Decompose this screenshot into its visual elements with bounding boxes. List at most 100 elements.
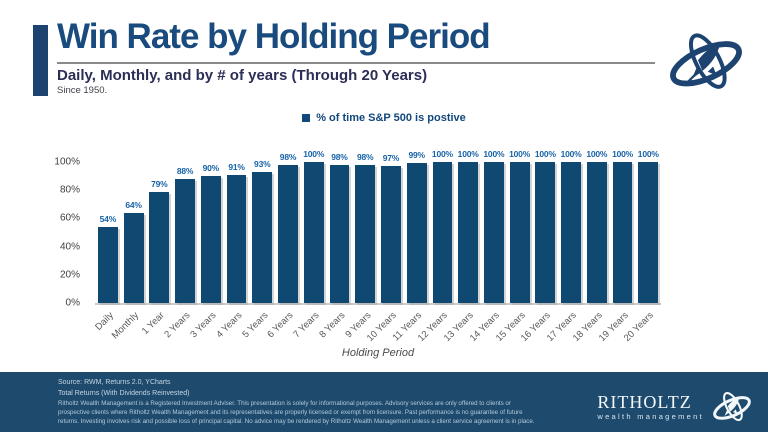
bar-value-label: 100% bbox=[303, 149, 325, 159]
bar-value-label: 100% bbox=[431, 149, 453, 159]
x-tick-label: Monthly bbox=[110, 310, 142, 342]
bar: 88% bbox=[175, 166, 195, 303]
bar-value-label: 100% bbox=[534, 149, 556, 159]
ritholtz-orbit-logo-icon bbox=[670, 33, 742, 89]
legend: % of time S&P 500 is postive bbox=[0, 112, 768, 124]
bar-slot: 100% 14 Years bbox=[468, 149, 507, 344]
bar-slot: 79% 1 Year bbox=[140, 162, 172, 337]
y-tick-label: 100% bbox=[54, 156, 80, 168]
x-tick-label: 3 Years bbox=[188, 310, 219, 341]
bar: 100% bbox=[586, 149, 607, 303]
bar-slot: 99% 11 Years bbox=[391, 150, 430, 343]
bar: 91% bbox=[226, 162, 247, 303]
bar-slot: 100% 7 Years bbox=[291, 149, 327, 340]
bar: 98% bbox=[278, 152, 298, 303]
source-line-1: Source: RWM, Returns 2.0, YCharts bbox=[58, 379, 171, 386]
brand-name: RITHOLTZ bbox=[597, 392, 692, 412]
bar: 100% bbox=[509, 149, 530, 303]
bar: 64% bbox=[123, 200, 144, 303]
bar-value-label: 64% bbox=[125, 199, 142, 210]
bar: 93% bbox=[252, 159, 273, 303]
legend-swatch-icon bbox=[302, 114, 311, 122]
bar: 98% bbox=[329, 152, 350, 303]
bar-slot: 64% Monthly bbox=[110, 162, 147, 341]
x-tick-label: 4 Years bbox=[214, 310, 245, 341]
bar-slot: 91% 4 Years bbox=[214, 162, 250, 340]
accent-bar bbox=[33, 25, 48, 96]
bar: 100% bbox=[432, 149, 453, 303]
legend-label: % of time S&P 500 is postive bbox=[316, 112, 466, 124]
y-axis: 0% 20% 40% 60% 80% 100% bbox=[28, 157, 86, 309]
bar: 100% bbox=[561, 149, 582, 303]
bar-value-label: 90% bbox=[202, 163, 220, 174]
bar-slot: 100% 17 Years bbox=[545, 149, 584, 344]
bar-value-label: 100% bbox=[560, 149, 582, 159]
bar-value-label: 54% bbox=[99, 213, 117, 224]
y-tick-label: 80% bbox=[59, 184, 80, 196]
bar-value-label: 100% bbox=[586, 149, 608, 159]
x-tick-label: 8 Years bbox=[317, 310, 348, 341]
ritholtz-orbit-logo-white-icon bbox=[713, 391, 751, 422]
bar-slot: 88% 2 Years bbox=[163, 162, 198, 340]
bar-slot: 100% 20 Years bbox=[622, 149, 661, 344]
bar-value-label: 100% bbox=[612, 149, 634, 159]
bar-slot: 90% 3 Years bbox=[188, 162, 224, 340]
bar-slot: 100% 19 Years bbox=[596, 149, 636, 344]
bar-slot: 93% 5 Years bbox=[240, 159, 275, 340]
bar-slot: 100% 12 Years bbox=[416, 149, 456, 344]
footer-brand: RITHOLTZ wealth management bbox=[597, 386, 756, 428]
title-divider bbox=[57, 62, 655, 64]
x-tick-label: 2 Years bbox=[162, 310, 193, 341]
y-tick-label: 0% bbox=[65, 297, 80, 309]
page-title: Win Rate by Holding Period bbox=[57, 17, 491, 56]
bar-value-label: 98% bbox=[356, 151, 374, 162]
x-axis-title: Holding Period bbox=[341, 347, 415, 359]
bar: 100% bbox=[458, 149, 479, 303]
bar-value-label: 100% bbox=[637, 149, 659, 159]
bar: 90% bbox=[200, 163, 221, 303]
bar-slot: 100% 18 Years bbox=[571, 149, 610, 344]
bar-value-label: 100% bbox=[509, 149, 531, 159]
brand-text: RITHOLTZ wealth management bbox=[597, 393, 704, 421]
bar: 100% bbox=[483, 149, 505, 303]
y-tick-label: 60% bbox=[59, 212, 80, 224]
bar: 100% bbox=[638, 149, 659, 303]
x-tick-label: 7 Years bbox=[291, 310, 322, 341]
bar: 100% bbox=[612, 149, 633, 303]
bar: 79% bbox=[149, 179, 170, 303]
plot-area: 54% Daily 64% Monthly 79% 1 Year 88% 2 Years 90%… bbox=[93, 149, 661, 344]
x-tick-label: 5 Years bbox=[239, 310, 271, 341]
bar-slot: 100% 15 Years bbox=[493, 149, 533, 344]
bar: 97% bbox=[381, 153, 401, 303]
bar-value-label: 100% bbox=[457, 149, 479, 159]
bar-value-label: 88% bbox=[176, 165, 194, 176]
bar-value-label: 100% bbox=[483, 149, 505, 159]
bar: 100% bbox=[303, 149, 324, 303]
bar-value-label: 79% bbox=[151, 178, 168, 189]
page-subtitle: Daily, Monthly, and by # of years (Throu… bbox=[57, 67, 428, 84]
bar: 99% bbox=[406, 150, 427, 303]
bar-slot: 97% 10 Years bbox=[365, 153, 404, 344]
disclaimer-text: Ritholtz Wealth Management is a Register… bbox=[58, 400, 535, 425]
bar: 100% bbox=[535, 149, 556, 303]
bar-slot: 100% 16 Years bbox=[519, 149, 558, 344]
bar-value-label: 97% bbox=[382, 153, 400, 164]
bar-slot: 98% 8 Years bbox=[317, 152, 353, 340]
bar-slot: 54% Daily bbox=[93, 162, 121, 333]
bar-value-label: 99% bbox=[408, 150, 425, 161]
source-note: Source: RWM, Returns 2.0, YCharts Total … bbox=[58, 378, 190, 399]
bar: 98% bbox=[355, 152, 376, 303]
footer: Source: RWM, Returns 2.0, YCharts Total … bbox=[0, 372, 768, 432]
brand-tagline: wealth management bbox=[597, 412, 704, 421]
bar-value-label: 98% bbox=[279, 151, 297, 162]
bar-slot: 100% 13 Years bbox=[442, 149, 481, 344]
bar-value-label: 93% bbox=[254, 158, 271, 169]
y-tick-label: 20% bbox=[59, 269, 80, 281]
y-tick-label: 40% bbox=[59, 241, 80, 253]
bar-slot: 98% 9 Years bbox=[343, 152, 378, 340]
since-note: Since 1950. bbox=[57, 85, 108, 96]
x-tick-label: 6 Years bbox=[265, 310, 296, 341]
source-line-2: Total Returns (With Dividends Reinvested… bbox=[58, 389, 190, 397]
bar-slot: 98% 6 Years bbox=[266, 152, 301, 340]
